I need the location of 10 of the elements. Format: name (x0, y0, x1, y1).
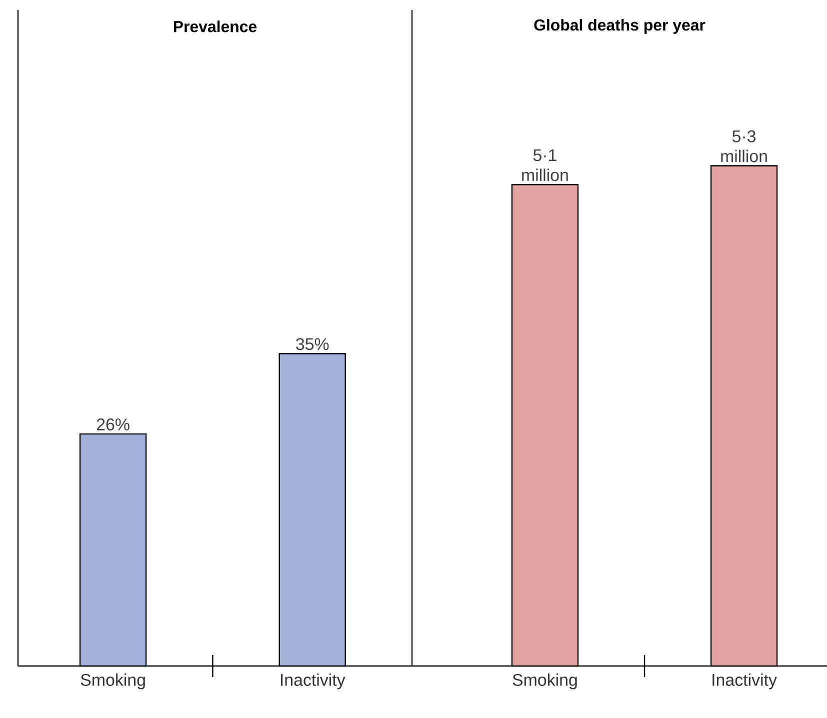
data-label: 5·3 million (721, 130, 767, 162)
text: Prevalence (174, 20, 257, 32)
text: Global deaths per year (534, 18, 706, 34)
x-tick-label: Smoking (512, 674, 577, 690)
x-tick-label: Inactivity (280, 674, 346, 690)
x-tick-label: Inactivity (712, 674, 777, 690)
data-label: 5·1 million (522, 149, 568, 182)
data-label: 35% (296, 338, 329, 350)
x-tick-label: Smoking (80, 674, 145, 690)
data-label: 26% (96, 418, 130, 430)
